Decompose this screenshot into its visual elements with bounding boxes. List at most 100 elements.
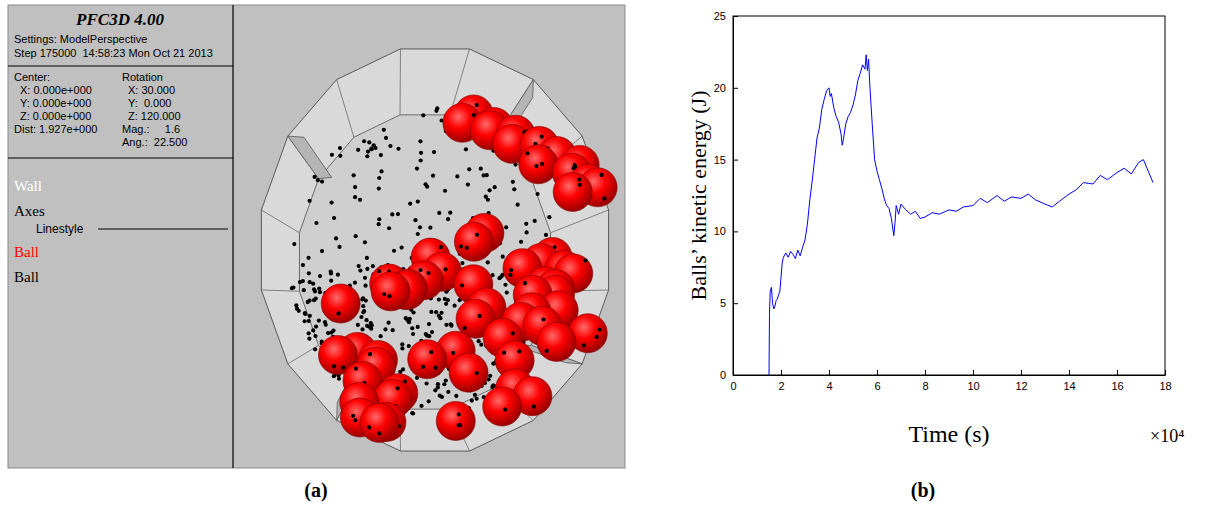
small-particle xyxy=(379,334,383,338)
x-tick-label: 18 xyxy=(1159,380,1171,392)
small-particle xyxy=(427,334,431,338)
ball xyxy=(408,340,447,379)
screenshot-background xyxy=(8,5,625,468)
x-tick-label: 14 xyxy=(1063,380,1075,392)
small-particle xyxy=(320,179,324,183)
small-particle xyxy=(535,192,539,196)
y-tick-label: 15 xyxy=(714,154,726,166)
small-particle xyxy=(440,395,444,399)
small-particle xyxy=(577,177,581,181)
small-particle xyxy=(341,365,345,369)
small-particle xyxy=(377,431,381,435)
small-particle xyxy=(477,339,481,343)
small-particle xyxy=(337,377,341,381)
energy-line xyxy=(769,55,1153,375)
small-particle xyxy=(386,321,390,325)
small-particle xyxy=(411,411,415,415)
small-particle xyxy=(314,324,318,328)
y-tick: 25 xyxy=(714,10,738,22)
small-particle xyxy=(443,297,447,301)
small-particle xyxy=(358,268,362,272)
drum-edge xyxy=(337,80,354,138)
ball xyxy=(454,222,493,261)
small-particle xyxy=(516,203,520,207)
small-particle xyxy=(361,304,365,308)
rotation-label: Rotation xyxy=(122,71,163,83)
divider xyxy=(232,5,233,468)
small-particle xyxy=(313,175,317,179)
small-particle xyxy=(544,233,548,237)
small-particle xyxy=(427,322,431,326)
small-particle xyxy=(311,282,315,286)
small-particle xyxy=(353,195,357,199)
small-particle xyxy=(602,197,606,201)
small-particle xyxy=(338,146,342,150)
step: Step 175000 14:58:23 Mon Oct 21 2013 xyxy=(14,47,213,59)
y-tick: 10 xyxy=(714,225,738,237)
x-tick-label: 0 xyxy=(730,380,736,392)
rotation-value: X: 30.000 xyxy=(128,84,175,96)
magnification: Mag.: 1.6 xyxy=(122,123,180,135)
legend-item: Ball xyxy=(14,269,39,285)
small-particle xyxy=(391,328,395,332)
small-particle xyxy=(363,240,367,244)
x-tick: 10 xyxy=(967,370,979,392)
small-particle xyxy=(426,271,430,275)
small-particle xyxy=(364,318,368,322)
small-particle xyxy=(434,366,438,370)
small-particle xyxy=(330,153,334,157)
small-particle xyxy=(330,201,334,205)
small-particle xyxy=(493,185,497,189)
small-particle xyxy=(432,150,436,154)
ball xyxy=(449,353,488,392)
small-particle xyxy=(307,337,311,341)
small-particle xyxy=(457,412,461,416)
small-particle xyxy=(358,198,362,202)
y-tick: 20 xyxy=(714,82,738,94)
small-particle xyxy=(519,240,523,244)
y-axis: 0510152025 xyxy=(714,10,738,381)
small-particle xyxy=(336,273,340,277)
small-particle xyxy=(367,140,371,144)
small-particle xyxy=(437,297,441,301)
small-particle xyxy=(424,332,428,336)
small-particle xyxy=(307,271,311,275)
small-particle xyxy=(308,314,312,318)
small-particle xyxy=(503,283,507,287)
small-particle xyxy=(292,242,296,246)
small-particle xyxy=(312,287,316,291)
small-particle xyxy=(421,365,425,369)
small-particle xyxy=(439,311,443,315)
small-particle xyxy=(332,216,336,220)
small-particle xyxy=(353,185,357,189)
x-tick-label: 10 xyxy=(967,380,979,392)
small-particle xyxy=(301,279,305,283)
small-particle xyxy=(317,287,321,291)
small-particle xyxy=(396,212,400,216)
small-particle xyxy=(465,246,469,250)
x-tick-mark xyxy=(829,370,830,375)
small-particle xyxy=(302,288,306,292)
small-particle xyxy=(400,346,404,350)
small-particle xyxy=(467,167,471,171)
small-particle xyxy=(384,136,388,140)
small-particle xyxy=(419,151,423,155)
small-particle xyxy=(598,327,602,331)
small-particle xyxy=(463,326,467,330)
small-particle xyxy=(307,331,311,335)
x-tick-label: 12 xyxy=(1015,380,1027,392)
small-particle xyxy=(600,173,604,177)
x-tick-mark xyxy=(877,370,878,375)
small-particle xyxy=(442,382,446,386)
small-particle xyxy=(398,370,402,374)
small-particle xyxy=(331,328,335,332)
small-particle xyxy=(313,347,317,351)
small-particle xyxy=(336,311,340,315)
ball xyxy=(360,403,399,442)
plot-frame xyxy=(733,16,1165,375)
small-particle xyxy=(523,281,527,285)
small-particle xyxy=(382,128,386,132)
small-particle xyxy=(418,268,422,272)
small-particle xyxy=(352,173,356,177)
x-tick: 4 xyxy=(826,370,832,392)
